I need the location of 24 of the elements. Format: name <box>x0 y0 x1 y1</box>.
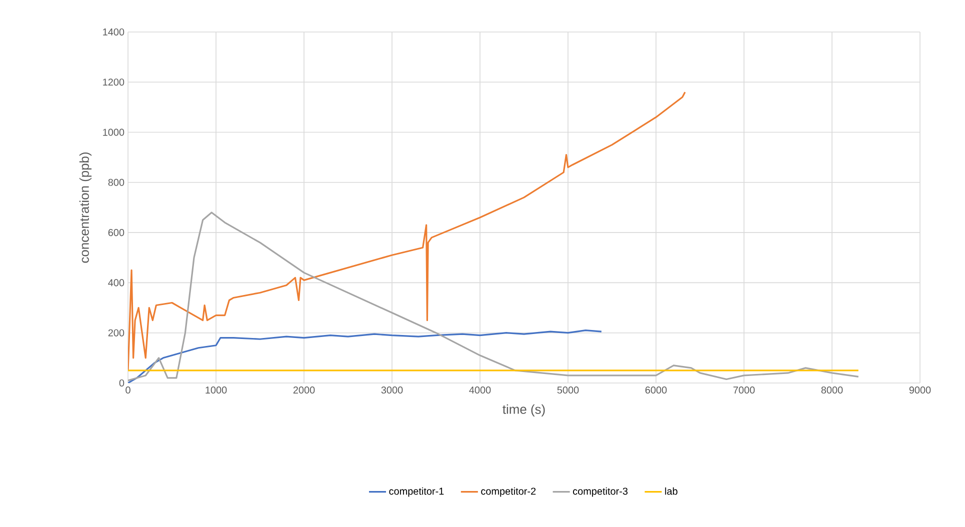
y-tick-label: 0 <box>119 379 124 387</box>
x-tick-label: 8000 <box>821 386 843 394</box>
x-tick-label: 0 <box>126 386 130 394</box>
x-tick-label: 4000 <box>469 386 491 394</box>
x-tick-label: 3000 <box>381 386 403 394</box>
y-axis-title: concentration (ppb) <box>79 152 92 263</box>
legend-label: lab <box>665 487 678 495</box>
x-tick-label: 2000 <box>293 386 315 394</box>
legend-label: competitor-1 <box>389 487 444 497</box>
y-tick-label: 1400 <box>103 28 124 36</box>
y-tick-label: 1200 <box>103 78 124 86</box>
x-tick-label: 9000 <box>909 386 931 394</box>
y-tick-label: 1000 <box>103 128 124 136</box>
x-tick-label: 6000 <box>645 386 667 394</box>
x-tick-label: 1000 <box>206 386 227 394</box>
x-tick-label: 7000 <box>733 386 755 394</box>
x-axis-title: time (s) <box>502 404 545 416</box>
x-tick-label: 5000 <box>557 386 579 394</box>
y-tick-label: 600 <box>108 229 124 236</box>
y-tick-label: 200 <box>108 329 124 336</box>
legend-label: competitor-3 <box>573 487 628 497</box>
y-tick-label: 400 <box>108 279 124 286</box>
y-tick-label: 800 <box>108 178 124 186</box>
legend-label: competitor-2 <box>481 487 536 497</box>
